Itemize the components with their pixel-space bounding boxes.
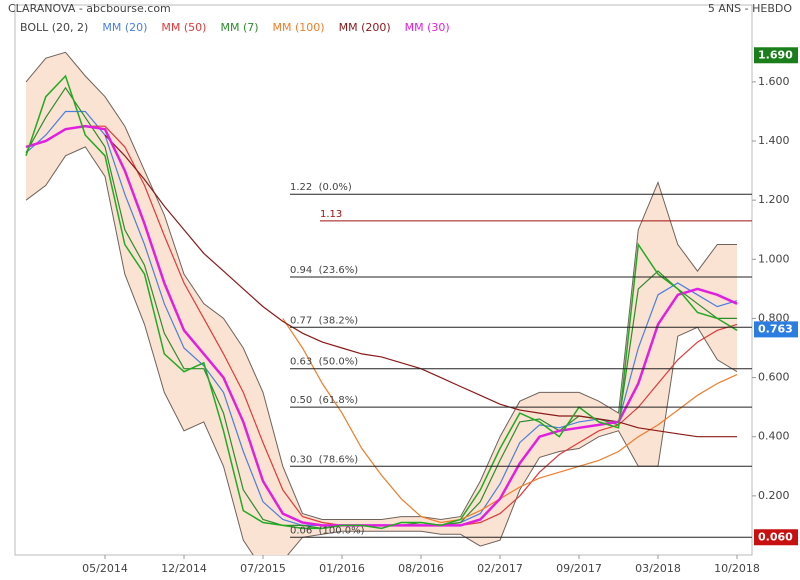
price-tag-label: 1.690 (758, 48, 793, 61)
price-tag (754, 529, 798, 546)
price-tag (754, 47, 798, 64)
moving-average (282, 318, 738, 524)
fibonacci-label: 0.50 (61.8%) (290, 395, 358, 406)
fibonacci-label: 0.30 (78.6%) (290, 454, 358, 465)
y-tick-label: 0.200 (758, 489, 790, 502)
x-tick-label: 05/2014 (82, 562, 128, 575)
legend-entry: BOLL (20, 2) (20, 21, 88, 34)
y-tick-label: 1.400 (758, 134, 790, 147)
price-tag-label: 0.060 (758, 530, 793, 543)
fibonacci-label: 0.06 (100.0%) (290, 525, 365, 536)
legend-entry: MM (7) (220, 21, 258, 34)
fibonacci-label: 0.77 (38.2%) (290, 315, 358, 326)
x-tick-label: 09/2017 (556, 562, 602, 575)
price-line (25, 74, 738, 530)
fibonacci-label: 0.63 (50.0%) (290, 357, 358, 368)
x-tick-label: 07/2015 (240, 562, 286, 575)
x-tick-label: 03/2018 (635, 562, 681, 575)
legend-entry: MM (50) (161, 21, 206, 34)
y-tick-label: 1.600 (758, 75, 790, 88)
chart-title: CLARANOVA - abcbourse.com (8, 2, 171, 15)
price-tag (754, 321, 798, 338)
y-tick-label: 0.400 (758, 430, 790, 443)
y-tick-label: 0.800 (758, 311, 790, 324)
price-tag-label: 0.763 (758, 322, 793, 335)
bollinger-lower (25, 146, 738, 555)
legend-entry: MM (30) (405, 21, 450, 34)
x-tick-label: 02/2017 (477, 562, 523, 575)
legend-entry: MM (100) (273, 21, 325, 34)
chart-subtitle: 5 ANS - HEBDO (708, 2, 792, 15)
y-tick-label: 1.000 (758, 252, 790, 265)
x-tick-label: 12/2014 (161, 562, 207, 575)
fibonacci-label: 1.22 (0.0%) (290, 182, 352, 193)
fibonacci-label: 0.94 (23.6%) (290, 265, 358, 276)
y-tick-label: 0.600 (758, 371, 790, 384)
x-tick-label: 08/2016 (398, 562, 444, 575)
legend-entry: MM (20) (102, 21, 147, 34)
y-tick-label: 1.200 (758, 193, 790, 206)
x-tick-label: 10/2018 (714, 562, 760, 575)
bollinger-band (26, 52, 737, 555)
legend-entry: MM (200) (339, 21, 391, 34)
bollinger-upper (25, 51, 737, 521)
x-tick-label: 01/2016 (319, 562, 365, 575)
fibonacci-label: 1.13 (320, 209, 342, 220)
